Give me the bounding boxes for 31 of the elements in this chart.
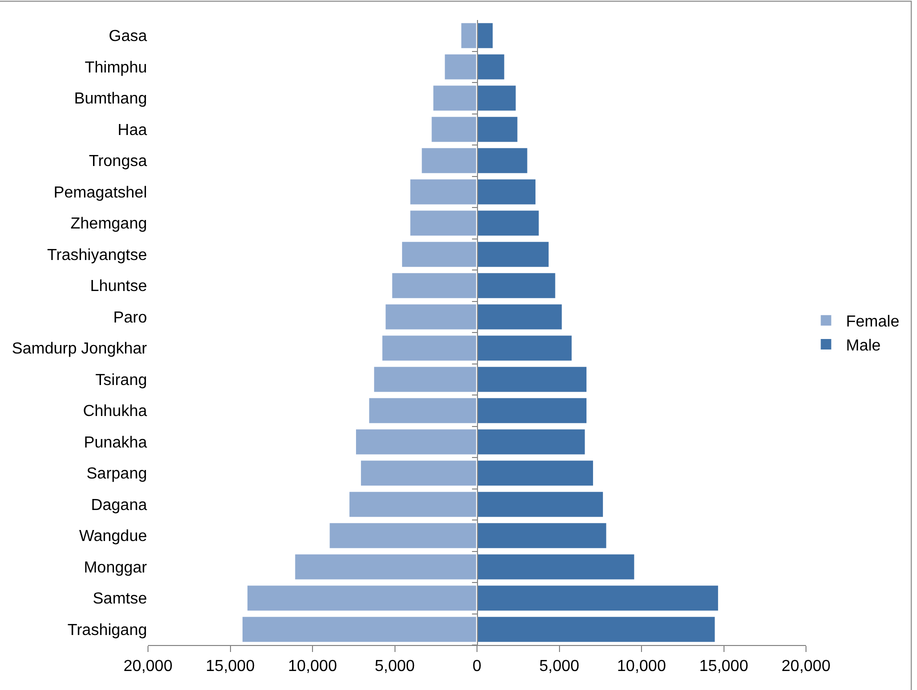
y-tick-label: Lhuntse [90, 278, 148, 296]
x-tick-label: 10,000 [617, 658, 666, 676]
x-tick-label: 20,000 [124, 658, 173, 676]
x-tick-label: 20,000 [782, 658, 831, 676]
y-tick-label: Haa [118, 122, 148, 139]
y-tick-label: Trongsa [88, 153, 148, 170]
y-tick-label: Punakha [84, 434, 148, 452]
y-tick-label: Samtse [92, 590, 148, 608]
legend-label: Female [846, 314, 900, 331]
x-tick-label: 15,000 [206, 658, 255, 676]
y-tick-label: Trashiyangtse [47, 246, 148, 264]
y-tick-label: Samdurp Jongkhar [12, 340, 148, 358]
x-tick-label: 5,000 [374, 658, 415, 676]
y-tick-label: Paro [113, 309, 148, 326]
y-tick-label: Dagana [90, 496, 148, 514]
x-tick-label: 0 [472, 658, 482, 676]
y-tick-label: Tsirang [95, 372, 147, 389]
y-tick-label: Bumthang [74, 90, 147, 108]
y-tick-label: Sarpang [86, 466, 147, 483]
y-tick-label: Thimphu [84, 59, 147, 76]
y-tick-label: Gasa [108, 28, 148, 46]
y-tick-label: Chhukha [82, 403, 148, 420]
x-tick-label: 5,000 [539, 658, 580, 676]
y-tick-label: Wangdue [79, 528, 148, 546]
x-tick-label: 10,000 [288, 658, 338, 676]
y-tick-label: Monggar [84, 559, 148, 576]
y-tick-label: Trashigang [68, 622, 147, 639]
x-tick-label: 15,000 [699, 658, 748, 676]
y-tick-label: Zhemgang [70, 216, 147, 233]
legend-label: Male [846, 337, 881, 354]
y-tick-label: Pemagatshel [54, 184, 147, 202]
